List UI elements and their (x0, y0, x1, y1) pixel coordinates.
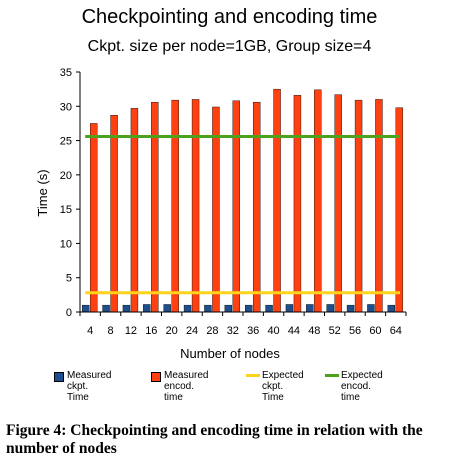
ckpt-bar (224, 304, 233, 313)
ckpt-bar (163, 304, 171, 313)
encod-bar (191, 99, 200, 313)
legend-swatch (54, 372, 64, 382)
chart-title: Checkpointing and encoding time (81, 6, 378, 28)
x-tick-label: 32 (227, 325, 239, 337)
encod-bar (273, 88, 281, 313)
y-tick-label: 15 (60, 204, 72, 216)
x-tick-label: 64 (390, 325, 402, 337)
y-tick-label: 0 (66, 307, 72, 319)
encod-bar (354, 99, 363, 313)
encod-bar (334, 94, 342, 313)
y-tick-label: 10 (60, 238, 72, 250)
x-tick-label: 12 (125, 325, 137, 337)
legend-label: Measured encod. time (164, 370, 209, 403)
ckpt-bar (387, 304, 396, 313)
y-tick-label: 25 (60, 136, 72, 148)
ckpt-bar (346, 304, 355, 313)
encod-bar (314, 89, 322, 313)
ckpt-bar (326, 304, 334, 313)
y-tick-label: 20 (60, 170, 72, 182)
x-tick-label: 28 (206, 325, 218, 337)
encod-bar (151, 101, 159, 313)
ckpt-bar (244, 304, 253, 313)
x-tick-label: 52 (329, 325, 341, 337)
ckpt-bar (367, 304, 375, 313)
x-tick-label: 8 (108, 325, 114, 337)
x-tick-label: 56 (349, 325, 361, 337)
ckpt-bar (306, 304, 314, 313)
encod-bar (110, 114, 118, 313)
x-tick-label: 24 (186, 325, 198, 337)
x-tick-label: 36 (247, 325, 259, 337)
ckpt-bar (102, 304, 110, 313)
ckpt-bar (122, 304, 131, 313)
x-axis-ticks: 4 8 12 16 20 24 28 32 36 40 44 48 52 56 60 64 (79, 312, 407, 337)
y-axis-ticks: 0 5 10 15 20 25 30 35 (60, 67, 80, 319)
chart-legend: Measured ckpt. Time Measured encod. time E… (54, 370, 454, 403)
x-tick-label: 16 (145, 325, 157, 337)
encod-bar (130, 108, 139, 313)
y-tick-label: 5 (66, 273, 72, 285)
ckpt-bar (143, 304, 151, 313)
figure-caption: Figure 4: Checkpointing and encoding tim… (6, 422, 423, 457)
encod-bar (252, 101, 261, 313)
encod-bar (89, 123, 98, 313)
encod-bar (375, 99, 383, 313)
legend-line-swatch (246, 374, 260, 377)
y-tick-label: 35 (60, 67, 72, 79)
bar-series (81, 88, 404, 313)
line-series (85, 134, 400, 295)
legend-label: Expected encod. time (341, 370, 383, 403)
encod-bar (171, 99, 179, 313)
x-tick-label: 60 (369, 325, 381, 337)
ckpt-bar (204, 304, 212, 313)
legend-line-swatch (325, 374, 339, 377)
ckpt-bar (81, 304, 90, 313)
chart-subtitle: Ckpt. size per node=1GB, Group size=4 (87, 38, 372, 55)
encod-bar (232, 100, 241, 313)
ckpt-bar (183, 304, 192, 313)
ckpt-bar (285, 304, 294, 313)
legend-label: Expected ckpt. Time (262, 370, 304, 403)
x-tick-label: 40 (267, 325, 279, 337)
y-axis-label: Time (s) (35, 169, 50, 216)
x-tick-label: 4 (87, 325, 93, 337)
legend-label: Measured ckpt. Time (67, 370, 112, 403)
ckpt-bar (265, 304, 273, 313)
encod-bar (293, 95, 302, 313)
x-tick-label: 48 (308, 325, 320, 337)
legend-swatch (151, 372, 161, 382)
encod-bar (395, 107, 404, 313)
x-tick-label: 20 (166, 325, 178, 337)
y-tick-label: 30 (60, 101, 72, 113)
x-tick-label: 44 (288, 325, 300, 337)
x-axis-label: Number of nodes (180, 346, 280, 361)
